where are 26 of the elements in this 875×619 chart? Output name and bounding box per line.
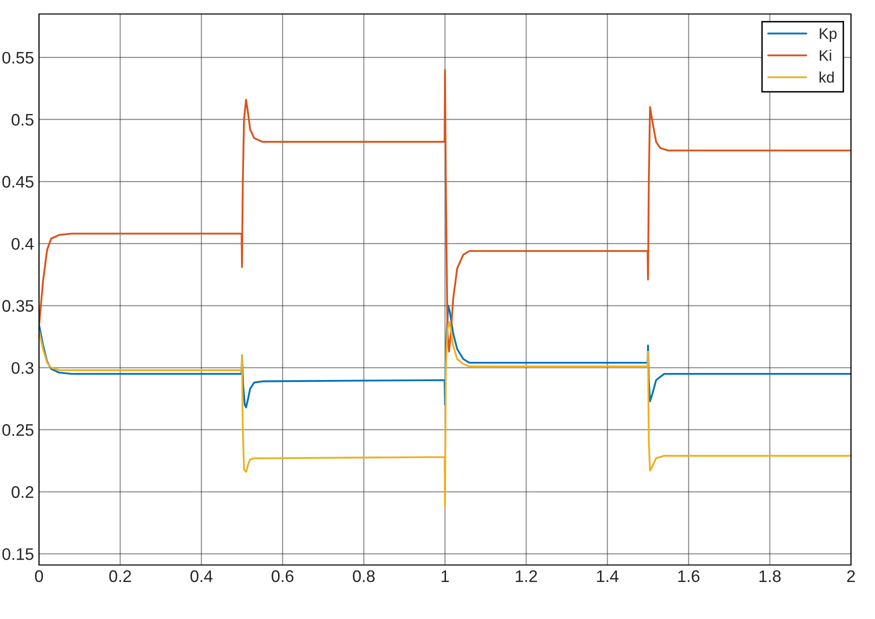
x-tick-label: 2 — [847, 570, 855, 582]
y-tick-label: 0.45 — [2, 176, 34, 188]
legend-label: Kp — [820, 28, 837, 42]
y-tick-label: 0.25 — [2, 424, 34, 436]
y-tick-label: 0.2 — [12, 486, 34, 498]
x-tick-label: 1.2 — [516, 570, 537, 582]
line-series — [39, 304, 851, 408]
legend-label: kd — [820, 72, 834, 83]
line-series — [39, 320, 851, 508]
x-tick-label: 1.8 — [759, 570, 781, 582]
x-tick-label: 1 — [442, 570, 449, 582]
x-tick-label: 0.8 — [352, 570, 375, 582]
x-tick-label: 1.6 — [678, 570, 700, 582]
x-tick-label: 0.2 — [109, 570, 131, 582]
y-tick-label: 0.3 — [12, 362, 34, 374]
x-tick-label: 0.4 — [190, 570, 212, 582]
y-tick-label: 0.55 — [2, 52, 34, 64]
line-series — [39, 68, 851, 352]
x-tick-label: 0 — [35, 570, 43, 582]
y-tick-label: 0.15 — [2, 548, 34, 560]
y-tick-label: 0.5 — [12, 114, 34, 126]
x-tick-label: 1.4 — [597, 570, 618, 582]
y-tick-label: 0.35 — [2, 300, 34, 312]
x-tick-label: 0.6 — [272, 570, 294, 582]
y-tick-label: 0.4 — [12, 238, 34, 250]
legend-label: Ki — [820, 50, 832, 61]
